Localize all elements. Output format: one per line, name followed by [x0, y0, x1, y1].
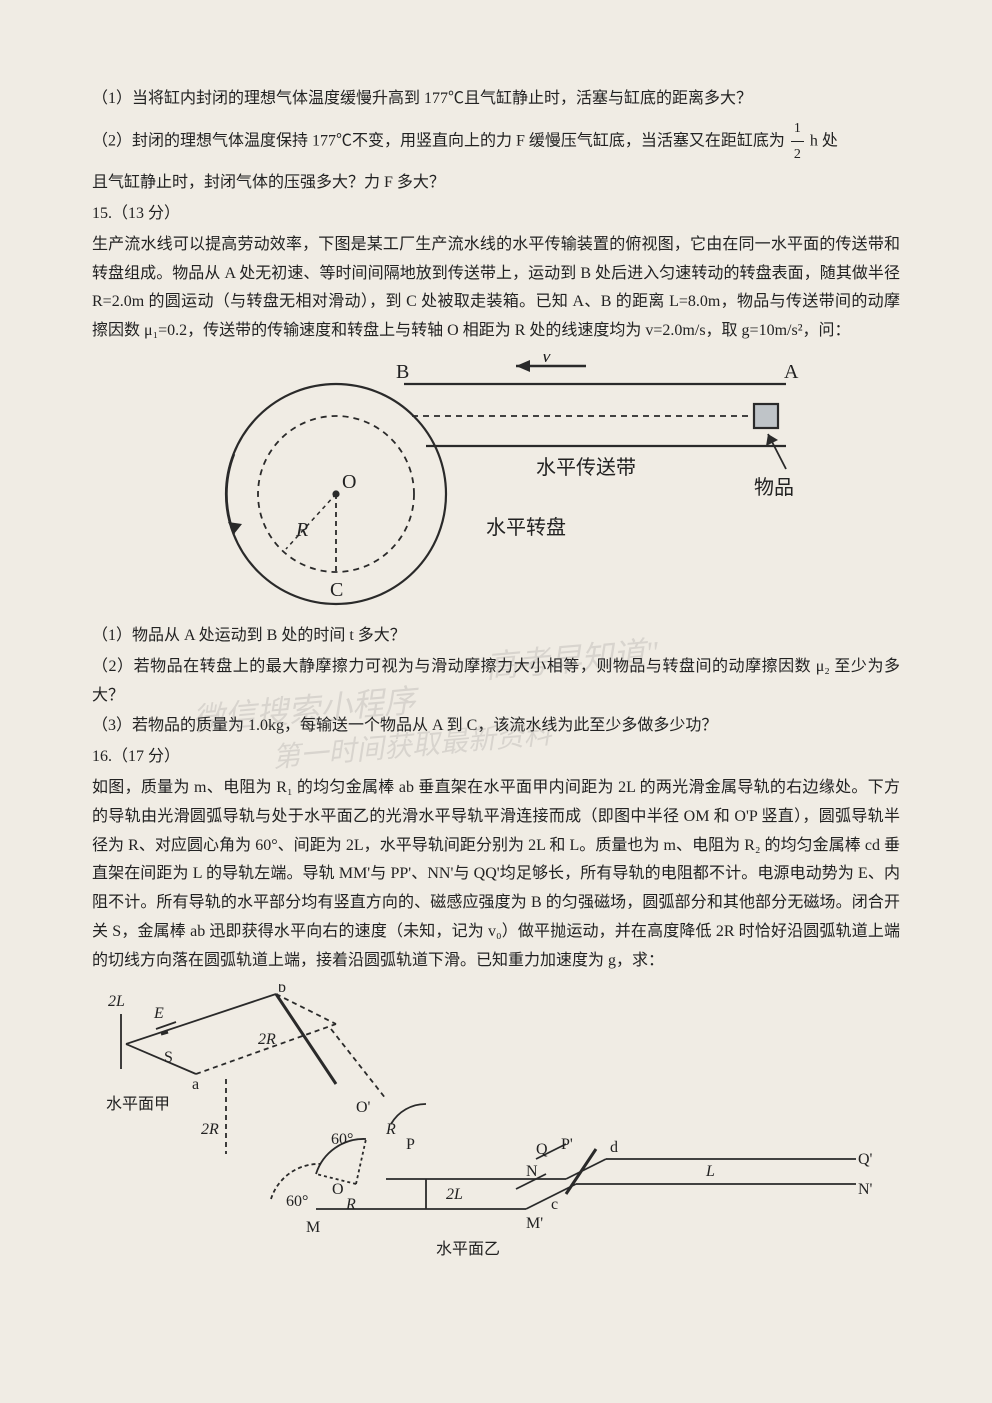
q16-header: 16.（17 分） [92, 743, 900, 772]
label-2R-2: 2R [201, 1121, 219, 1138]
label-belt: 水平传送带 [536, 456, 636, 479]
q14-part1: （1）当将缸内封闭的理想气体温度缓慢升高到 177℃且气缸静止时，活塞与缸底的距… [92, 85, 900, 114]
q14-part2-line2: 且气缸静止时，封闭气体的压强多大？力 F 多大？ [92, 169, 900, 198]
q15-sub1: （1）物品从 A 处运动到 B 处的时间 t 多大？ [92, 622, 900, 651]
q15-sub3: （3）若物品的质量为 1.0kg，每输送一个物品从 A 到 C，该流水线为此至少… [92, 712, 900, 741]
q15-header: 15.（13 分） [92, 200, 900, 229]
label-L: L [705, 1163, 715, 1180]
label-O: O [342, 471, 356, 493]
label-a: a [192, 1076, 199, 1093]
frac-num: 1 [791, 116, 804, 142]
label-c: c [551, 1196, 558, 1213]
label-2L-top: 2L [108, 993, 125, 1010]
label-R: R [295, 519, 308, 541]
label-2R-1: 2R [258, 1031, 276, 1048]
q15-sub2: （2）若物品在转盘上的最大静摩擦力可视为与滑动摩擦力大小相等，则物品与转盘间的动… [92, 653, 900, 711]
q16-body: 如图，质量为 m、电阻为 R₁ 的均匀金属棒 ab 垂直架在水平面甲内间距为 2… [92, 774, 900, 976]
figure-conveyor: B A v O R C 水平传送带 水平转盘 物品 [92, 354, 900, 614]
figure-rails: b a E S 水平面甲 2L 2R 2R O' 60° R P O 60° R… [92, 984, 900, 1264]
label-Np: N' [858, 1181, 873, 1198]
label-plane-b: 水平面乙 [436, 1240, 500, 1258]
label-disk: 水平转盘 [486, 516, 566, 539]
label-2L-mid: 2L [446, 1186, 463, 1203]
label-Qp: Q' [858, 1151, 873, 1168]
label-R-1: R [385, 1121, 396, 1138]
q14-part2-pre: （2）封闭的理想气体温度保持 177℃不变，用竖直向上的力 F 缓慢压气缸底，当… [92, 132, 785, 149]
label-60-2: 60° [286, 1193, 308, 1210]
frac-den: 2 [791, 142, 804, 167]
q15-body: 生产流水线可以提高劳动效率，下图是某工厂生产流水线的水平传输装置的俯视图，它由在… [92, 231, 900, 346]
label-item: 物品 [754, 476, 794, 499]
label-O: O [332, 1181, 344, 1198]
label-Mp: M' [526, 1215, 543, 1232]
label-b: b [278, 984, 286, 996]
label-Pp: P' [561, 1136, 573, 1153]
label-E: E [153, 1005, 164, 1022]
label-S: S [164, 1049, 173, 1066]
label-Op: O' [356, 1099, 371, 1116]
label-P: P [406, 1136, 415, 1153]
label-plane-a: 水平面甲 [106, 1095, 170, 1113]
label-d: d [610, 1139, 618, 1156]
label-v: v [542, 354, 551, 367]
label-A: A [784, 361, 799, 383]
label-B: B [396, 361, 409, 383]
label-Q: Q [536, 1141, 548, 1158]
label-R-2: R [345, 1196, 356, 1213]
fraction: 1 2 [791, 116, 804, 167]
q14-part2-post: h 处 [810, 132, 838, 149]
label-60-1: 60° [331, 1131, 353, 1148]
label-N: N [526, 1163, 538, 1180]
q14-part2: （2）封闭的理想气体温度保持 177℃不变，用竖直向上的力 F 缓慢压气缸底，当… [92, 116, 900, 167]
label-C: C [330, 579, 343, 601]
label-M: M [306, 1219, 320, 1236]
